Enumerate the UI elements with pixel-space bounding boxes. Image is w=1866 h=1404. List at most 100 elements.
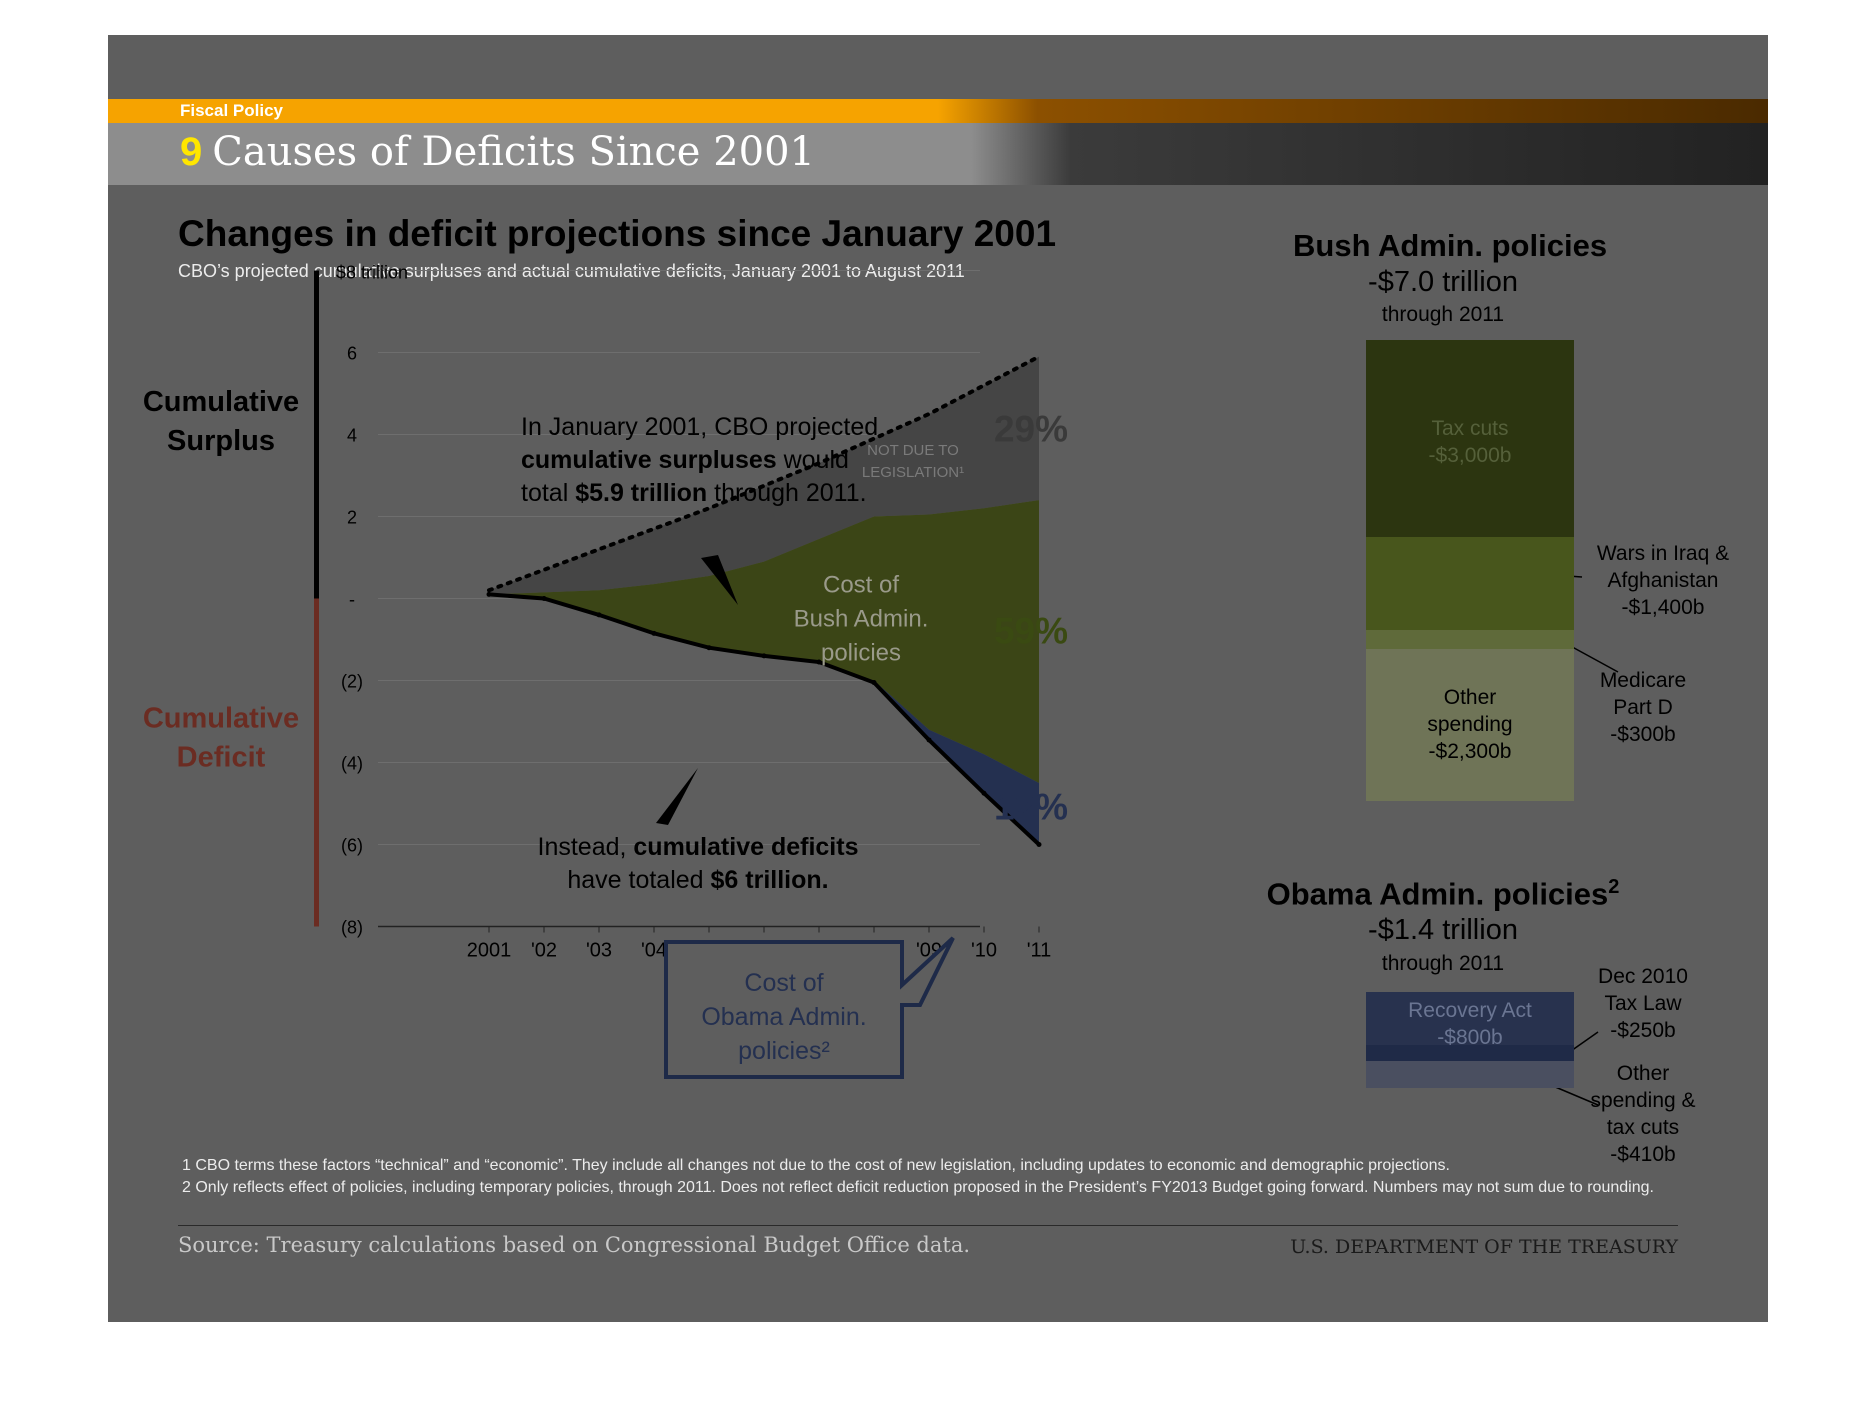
- stacked-segment: [1366, 629, 1574, 650]
- segment-label-line: -$250b: [1610, 1019, 1676, 1042]
- footnotes: 1 CBO terms these factors “technical” an…: [182, 1155, 1682, 1199]
- bush-total: -$7.0 trillion: [1368, 266, 1518, 298]
- stacked-segment: [1366, 992, 1574, 1045]
- stacked-segment: [1366, 1044, 1574, 1062]
- stacked-segment: [1366, 340, 1574, 538]
- slide-number: 9: [180, 130, 203, 174]
- surplus-label-line: Surplus: [167, 425, 275, 457]
- segment-label-line: -$800b: [1437, 1026, 1503, 1049]
- actual-deficit-point: [596, 612, 602, 618]
- y-tick-label: 6: [347, 344, 357, 364]
- section-bar: [108, 99, 1768, 123]
- deficit-area-chart: 6 4 2 - (2) (4) (6) (8) $8 trillion 2001 '02 '03 '04…: [143, 263, 1619, 1106]
- segment-label: Tax cuts -$3,000b: [1366, 415, 1574, 469]
- segment-label-line: Part D: [1613, 696, 1673, 719]
- projected-annotation-line: In January 2001, CBO projected: [521, 413, 878, 441]
- stacked-segment: [1366, 1061, 1574, 1089]
- y-tick-label: 2: [347, 508, 357, 528]
- segment-label: Other spending & tax cuts -$410b: [1568, 1060, 1718, 1168]
- projected-annotation-line: total $5.9 trillion through 2011.: [521, 479, 867, 507]
- actual-deficit-point: [541, 596, 547, 601]
- y-tick-label: 4: [347, 426, 357, 446]
- x-tick-label: '02: [531, 940, 557, 962]
- x-tick-label: '03: [586, 940, 612, 962]
- source-note: Source: Treasury calculations based on C…: [178, 1233, 971, 1257]
- slide: Fiscal Policy 9 Causes of Deficits Since …: [108, 35, 1768, 1322]
- title-bar: [108, 123, 1768, 185]
- segment-leader-line: [1552, 1085, 1599, 1106]
- slide-title-text: Causes of Deficits Since 2001: [212, 129, 815, 175]
- deficit-indicator-bar: [314, 598, 319, 927]
- y-tick-label: (6): [341, 836, 363, 856]
- x-tick-label: '10: [971, 940, 997, 962]
- obama-through: through 2011: [1381, 952, 1505, 975]
- footnote-2: 2 Only reflects effect of policies, incl…: [182, 1179, 1654, 1196]
- stacked-segment: [1366, 649, 1574, 801]
- footnote-1: 1 CBO terms these factors “technical” an…: [182, 1157, 1450, 1174]
- segment-label-line: Wars in Iraq &: [1596, 542, 1730, 565]
- segment-label-line: -$1,400b: [1621, 596, 1705, 619]
- segment-label-line: -$3,000b: [1428, 444, 1512, 467]
- chart-title: Changes in deficit projections since Jan…: [178, 213, 1057, 254]
- footer-divider: [178, 1225, 1678, 1226]
- segment-label-line: Other: [1616, 1062, 1670, 1085]
- bush-area-label-line: policies: [821, 639, 901, 666]
- segment-label: Dec 2010 Tax Law -$250b: [1568, 963, 1718, 1044]
- y-tick-label: (4): [341, 754, 363, 774]
- x-tick-label: '11: [1027, 940, 1052, 962]
- segment-label-line: -$410b: [1610, 1143, 1676, 1166]
- share-percent-label: 12%: [994, 787, 1068, 828]
- segment-label-line: spending &: [1590, 1089, 1696, 1112]
- surplus-label-line: Cumulative: [143, 386, 299, 418]
- actual-deficit-point: [926, 737, 932, 743]
- segment-label-line: Medicare: [1599, 669, 1687, 692]
- section-label: Fiscal Policy: [180, 101, 283, 120]
- obama-panel-title: Obama Admin. policies2: [1266, 876, 1620, 912]
- actual-deficit-point: [761, 653, 767, 659]
- segment-label-line: tax cuts: [1606, 1116, 1680, 1139]
- x-tick-label: 2001: [467, 940, 512, 962]
- share-percent-label: 59%: [994, 610, 1068, 651]
- segment-label: Wars in Iraq & Afghanistan -$1,400b: [1563, 540, 1763, 621]
- segment-label-line: Dec 2010: [1598, 965, 1688, 988]
- deficit-label-line: Deficit: [177, 742, 266, 774]
- segment-label-line: Tax cuts: [1431, 417, 1509, 440]
- actual-deficit-point: [486, 591, 492, 597]
- bush-area-label-line: Bush Admin.: [794, 605, 929, 632]
- actual-deficit-point: [871, 680, 877, 686]
- actual-deficit-point: [651, 630, 657, 636]
- segment-label-line: Other: [1443, 686, 1497, 710]
- obama-callout-box: [664, 936, 955, 1079]
- not-due-label-line: NOT DUE TO: [867, 442, 959, 459]
- segment-label-line: -$2,300b: [1428, 740, 1512, 764]
- y-tick-label: -: [349, 590, 355, 610]
- segment-label: Recovery Act -$800b: [1366, 997, 1574, 1051]
- slide-title: 9 Causes of Deficits Since 2001: [180, 129, 815, 175]
- x-tick-label: '04: [641, 940, 667, 962]
- y-tick-label: $8 trillion: [336, 263, 408, 283]
- actual-deficit-point: [706, 645, 712, 651]
- segment-label-line: Afghanistan: [1607, 569, 1719, 592]
- actual-annotation-pointer: [656, 768, 698, 825]
- obama-callout-line: policies²: [738, 1037, 830, 1065]
- obama-callout-line: Cost of: [744, 969, 823, 997]
- y-tick-label: (2): [341, 672, 363, 692]
- not-due-label-line: LEGISLATION¹: [862, 464, 964, 481]
- bush-through: through 2011: [1381, 303, 1505, 326]
- segment-label-line: Recovery Act: [1408, 999, 1532, 1022]
- segment-label: Other spending -$2,300b: [1366, 684, 1574, 765]
- publisher: U.S. DEPARTMENT OF THE TREASURY: [1290, 1236, 1678, 1258]
- projected-annotation-pointer: [701, 555, 738, 605]
- actual-deficit-point: [981, 790, 987, 796]
- obama-callout-line: Obama Admin.: [701, 1003, 866, 1031]
- share-percent-label: 29%: [994, 409, 1068, 450]
- y-tick-label: (8): [341, 918, 363, 938]
- footnote-marker: 2: [1608, 876, 1620, 898]
- obama-total: -$1.4 trillion: [1368, 914, 1518, 946]
- surplus-indicator-bar: [314, 270, 319, 599]
- actual-annotation-line: Instead, cumulative deficits: [538, 833, 859, 861]
- actual-deficit-point: [1036, 842, 1042, 847]
- projected-surplus-line: [487, 354, 1041, 593]
- bush-panel-title: Bush Admin. policies: [1293, 228, 1608, 263]
- actual-annotation-line: have totaled $6 trillion.: [567, 866, 828, 894]
